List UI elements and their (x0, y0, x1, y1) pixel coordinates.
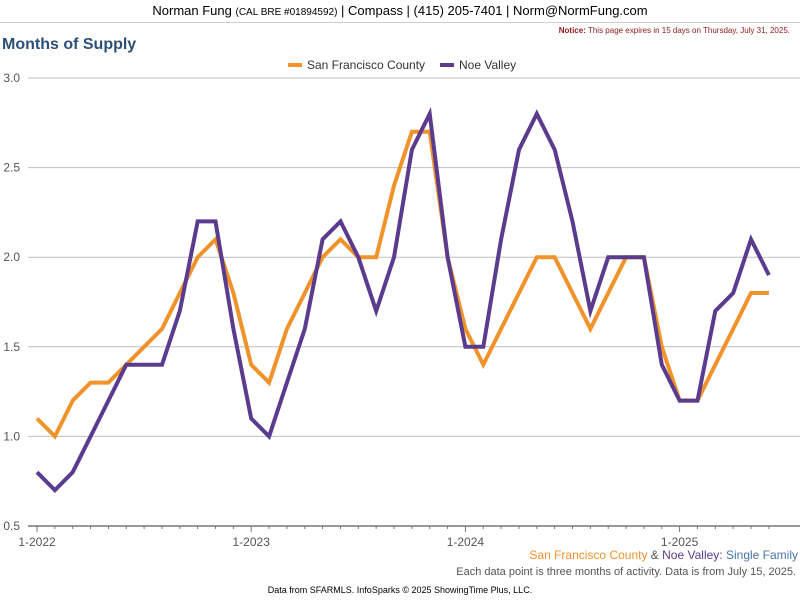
subtitle-property-type: Single Family (725, 548, 798, 562)
y-tick-label: 3.0 (3, 71, 20, 85)
subtitle-area-noe: Noe Valley (662, 548, 720, 562)
notice-label: Notice: (558, 26, 586, 35)
expiry-notice: Notice: This page expires in 15 days on … (559, 26, 790, 35)
subtitle-colon: : (719, 548, 723, 562)
y-tick-label: 2.5 (3, 161, 20, 175)
series-line-noe-valley (35, 106, 771, 494)
agent-name: Norman Fung (152, 3, 232, 18)
agent-license: (CAL BRE #01894592) (235, 7, 338, 18)
notice-text: This page expires in 15 days on Thursday… (587, 26, 790, 35)
subtitle-amp: & (647, 548, 663, 562)
subtitle-area-sf: San Francisco County (529, 548, 648, 562)
y-tick-label: 1.5 (3, 340, 20, 354)
y-tick-label: 0.5 (3, 519, 20, 533)
agent-contact: | Compass | (415) 205-7401 | Norm@NormFu… (341, 3, 648, 18)
x-tick-label: 1-2025 (661, 535, 699, 549)
x-tick-label: 1-2023 (233, 535, 271, 549)
data-note: Each data point is three months of activ… (456, 566, 796, 578)
chart-subtitle: San Francisco County & Noe Valley: Singl… (529, 548, 798, 562)
legend-label: Noe Valley (459, 58, 516, 72)
data-source-footer: Data from SFARMLS. InfoSparks © 2025 Sho… (267, 585, 533, 595)
chart-title: Months of Supply (2, 36, 137, 53)
x-tick-label: 1-2022 (18, 535, 56, 549)
x-tick-label: 1-2024 (447, 535, 485, 549)
legend-label: San Francisco County (307, 58, 425, 72)
y-tick-label: 2.0 (3, 250, 20, 264)
series-line-san-francisco-county (35, 129, 769, 440)
y-tick-label: 1.0 (3, 429, 20, 443)
agent-header: Norman Fung (CAL BRE #01894592) | Compas… (0, 0, 800, 23)
